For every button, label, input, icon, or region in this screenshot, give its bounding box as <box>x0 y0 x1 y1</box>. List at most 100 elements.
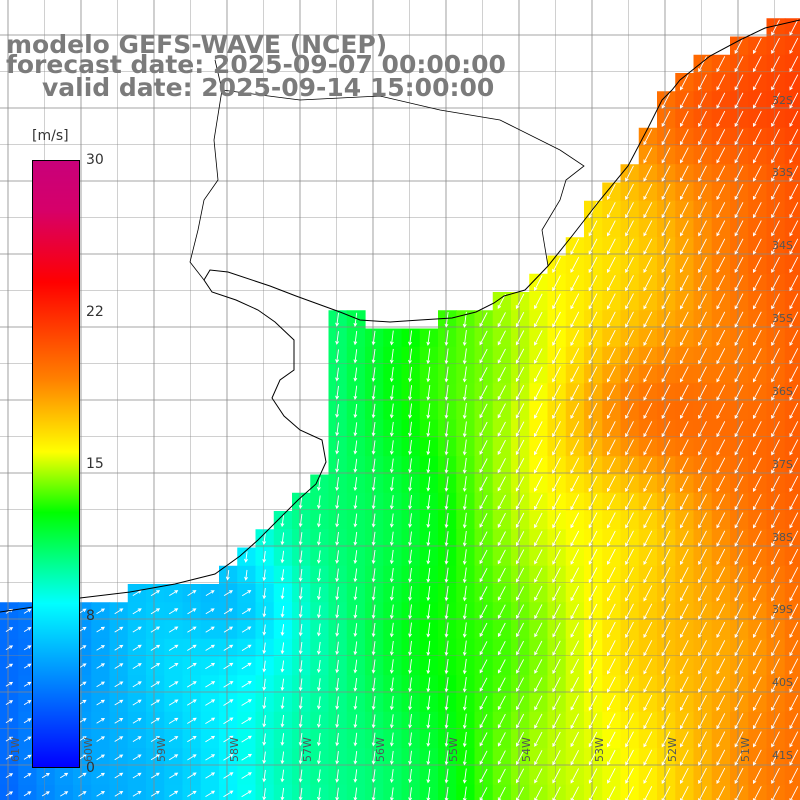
wind-arrow-icon <box>734 366 744 383</box>
wind-arrow-icon <box>698 293 707 310</box>
wind-arrow-icon <box>588 512 598 529</box>
wind-arrow-icon <box>570 238 580 255</box>
wind-arrow-icon <box>462 330 467 347</box>
wind-arrow-icon <box>789 275 799 292</box>
wind-arrow-icon <box>679 238 689 255</box>
wind-arrow-icon <box>643 494 653 511</box>
wind-arrow-icon <box>408 421 412 437</box>
wind-arrow-icon <box>316 696 321 710</box>
wind-arrow-icon <box>734 293 744 310</box>
forecast-date: forecast date: 2025-09-07 00:00:00 <box>6 50 506 79</box>
wind-arrow-icon <box>408 403 413 419</box>
wind-arrow-icon <box>5 627 14 632</box>
wind-arrow-icon <box>462 640 467 657</box>
wind-arrow-icon <box>132 736 142 742</box>
wind-arrow-icon <box>479 604 488 619</box>
wind-arrow-icon <box>444 640 449 657</box>
wind-arrow-icon <box>661 402 671 420</box>
wind-arrow-icon <box>497 695 506 711</box>
wind-arrow-icon <box>698 220 707 237</box>
wind-arrow-icon <box>606 402 616 420</box>
wind-arrow-icon <box>643 567 653 584</box>
wind-arrow-icon <box>298 568 303 582</box>
wind-arrow-icon <box>534 567 543 583</box>
wind-arrow-icon <box>588 676 598 693</box>
wind-arrow-icon <box>335 714 340 729</box>
wind-arrow-icon <box>752 165 762 182</box>
wind-arrow-icon <box>716 183 726 201</box>
wind-arrow-icon <box>462 476 467 492</box>
wind-arrow-icon <box>643 202 653 219</box>
wind-arrow-icon <box>497 713 506 729</box>
wind-arrow-icon <box>262 532 267 546</box>
wind-arrow-icon <box>462 549 467 565</box>
wind-arrow-icon <box>771 640 780 657</box>
wind-arrow-icon <box>679 475 689 493</box>
wind-arrow-icon <box>534 750 543 766</box>
wind-arrow-icon <box>752 348 762 365</box>
wind-arrow-icon <box>479 403 488 419</box>
wind-arrow-icon <box>771 19 780 36</box>
wind-arrow-icon <box>479 312 488 328</box>
wind-arrow-icon <box>223 608 234 615</box>
wind-arrow-icon <box>771 37 780 55</box>
lon-label-59w: 59W <box>155 737 168 762</box>
wind-arrow-icon <box>716 129 726 146</box>
wind-arrow-icon <box>389 787 394 800</box>
wind-arrow-icon <box>316 532 321 546</box>
wind-arrow-icon <box>371 549 376 565</box>
wind-arrow-icon <box>643 366 653 383</box>
wind-arrow-icon <box>168 644 179 651</box>
wind-arrow-icon <box>168 699 179 706</box>
wind-arrow-icon <box>606 439 616 456</box>
wind-arrow-icon <box>552 713 561 729</box>
wind-arrow-icon <box>280 733 285 746</box>
lat-label-34s: 34S <box>772 239 793 252</box>
wind-arrow-icon <box>752 110 762 128</box>
wind-arrow-icon <box>679 421 689 438</box>
wind-arrow-icon <box>716 694 726 712</box>
wind-arrow-icon <box>552 731 561 748</box>
wind-arrow-icon <box>734 37 744 55</box>
wind-arrow-icon <box>353 677 358 692</box>
wind-arrow-icon <box>771 694 780 712</box>
wind-arrow-icon <box>643 621 653 639</box>
wind-arrow-icon <box>408 787 413 800</box>
wind-arrow-icon <box>588 275 598 292</box>
wind-arrow-icon <box>625 311 634 328</box>
wind-arrow-icon <box>298 605 303 619</box>
wind-arrow-icon <box>389 732 394 747</box>
wind-arrow-icon <box>734 92 744 109</box>
wind-arrow-icon <box>734 658 744 675</box>
wind-arrow-icon <box>497 403 506 419</box>
wind-arrow-icon <box>262 660 267 673</box>
wind-arrow-icon <box>771 129 780 146</box>
wind-cell <box>784 438 800 457</box>
wind-arrow-icon <box>23 700 32 706</box>
wind-arrow-icon <box>462 348 467 365</box>
wind-arrow-icon <box>570 549 580 565</box>
wind-cell <box>784 492 800 512</box>
wind-arrow-icon <box>353 641 358 656</box>
wind-arrow-icon <box>280 624 285 637</box>
wind-arrow-icon <box>534 384 543 401</box>
wind-arrow-icon <box>643 713 653 730</box>
wind-arrow-icon <box>408 586 412 602</box>
wind-arrow-icon <box>752 603 762 620</box>
wind-arrow-icon <box>625 329 634 347</box>
wind-arrow-icon <box>679 713 689 730</box>
wind-arrow-icon <box>625 165 634 182</box>
wind-arrow-icon <box>606 275 616 292</box>
wind-arrow-icon <box>661 585 671 602</box>
wind-arrow-icon <box>752 421 762 438</box>
wind-arrow-icon <box>515 348 525 364</box>
wind-arrow-icon <box>389 549 394 565</box>
wind-arrow-icon <box>789 421 799 438</box>
wind-arrow-icon <box>534 604 543 620</box>
wind-arrow-icon <box>716 530 726 547</box>
wind-arrow-icon <box>716 256 726 274</box>
wind-arrow-icon <box>462 567 467 584</box>
wind-arrow-icon <box>698 731 707 748</box>
wind-arrow-icon <box>789 183 799 201</box>
wind-arrow-icon <box>771 658 780 675</box>
